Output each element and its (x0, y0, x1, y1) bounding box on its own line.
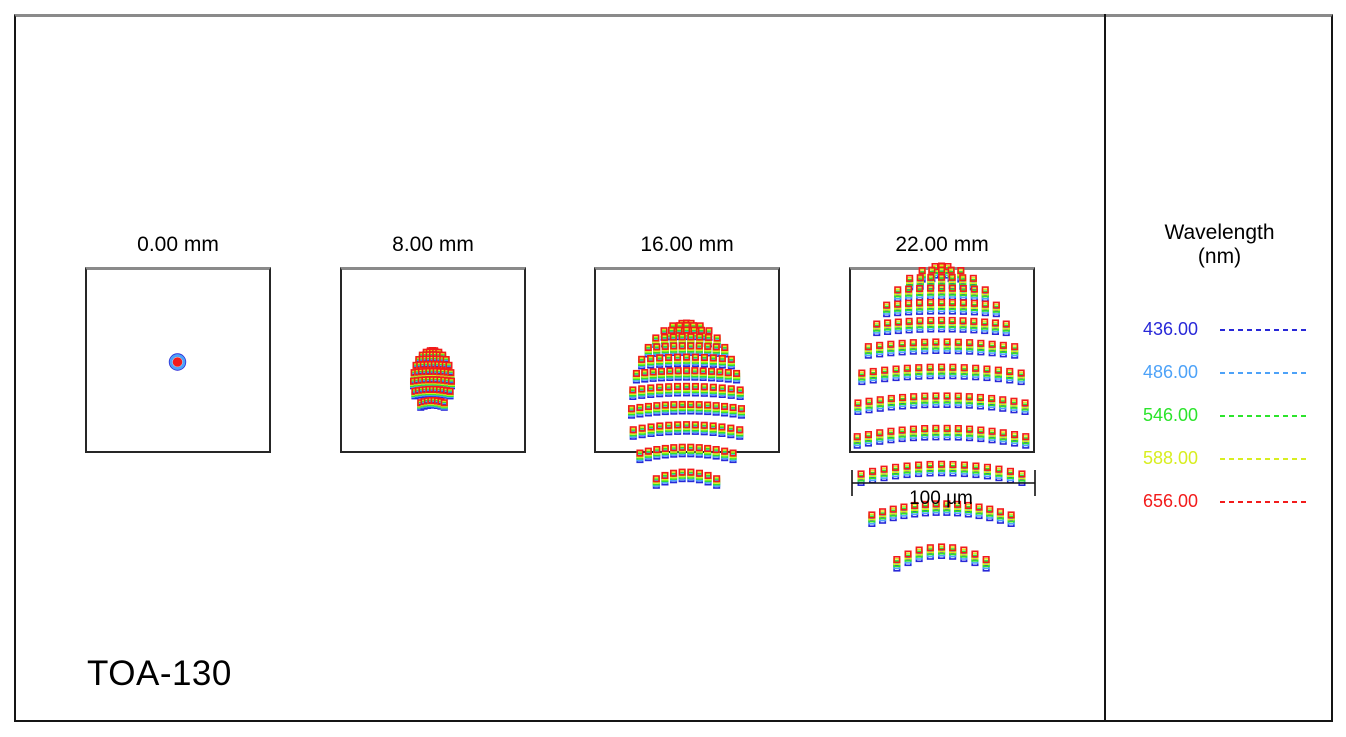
panel-field-label: 16.00 mm (640, 233, 734, 256)
legend-dash-sample (1220, 414, 1308, 417)
scale-bar-label: 100 μm (909, 488, 973, 509)
legend-title-line1: Wavelength (1164, 221, 1275, 244)
panel-field-label: 0.00 mm (137, 233, 219, 256)
spot-box (849, 267, 1035, 453)
scale-bar (851, 470, 1036, 496)
legend-row: 486.00 (1106, 351, 1333, 394)
legend-row: 656.00 (1106, 480, 1333, 523)
legend-row: 546.00 (1106, 394, 1333, 437)
legend-dash-sample (1220, 457, 1308, 460)
legend-title-line2: (nm) (1197, 245, 1242, 268)
legend-rows: 436.00 486.00 546.00 588.00 656.00 (1106, 308, 1333, 523)
legend-wavelength-value: 436.00 (1142, 319, 1198, 339)
spot-cluster-group-2 (627, 319, 746, 489)
legend-title: Wavelength (nm) (1106, 221, 1333, 269)
legend-row: 588.00 (1106, 437, 1333, 480)
spot-cluster-group-3 (853, 262, 1030, 572)
legend-row: 436.00 (1106, 308, 1333, 351)
legend-divider (1104, 14, 1106, 722)
panel-field-label: 22.00 mm (895, 233, 989, 256)
legend-dash-sample (1220, 500, 1308, 503)
legend-wavelength-value: 588.00 (1142, 448, 1198, 468)
wavelength-legend: Wavelength (nm) 436.00 486.00 546.00 588.00… (1106, 0, 1333, 737)
spot-cluster-group-1 (409, 346, 456, 411)
legend-dash-sample (1220, 328, 1308, 331)
lens-title: TOA-130 (87, 654, 232, 693)
legend-wavelength-value: 546.00 (1142, 405, 1198, 425)
legend-wavelength-value: 486.00 (1142, 362, 1198, 382)
spot-cluster-group-0 (168, 353, 187, 371)
legend-wavelength-value: 656.00 (1142, 491, 1198, 511)
legend-dash-sample (1220, 371, 1308, 374)
panel-field-label: 8.00 mm (392, 233, 474, 256)
